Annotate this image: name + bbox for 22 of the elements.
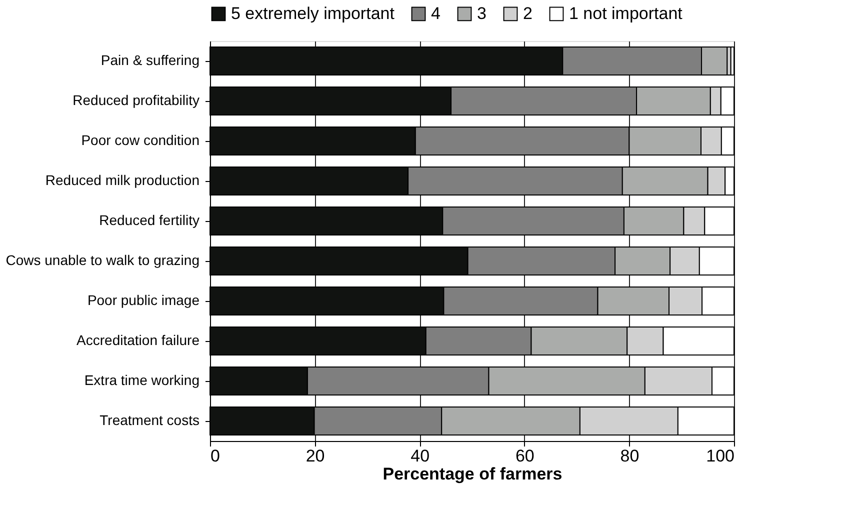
y-tick-label: Reduced milk production — [45, 172, 200, 188]
x-tick-label: 60 — [515, 446, 534, 466]
x-tick-label: 40 — [410, 446, 430, 466]
x-tick-label: 80 — [620, 446, 640, 466]
legend-label: 5 extremely important — [231, 4, 395, 23]
x-tick-label: 0 — [210, 446, 220, 466]
legend-label: 3 — [477, 4, 486, 23]
x-tick-label: 100 — [706, 446, 734, 466]
legend-label: 4 — [431, 4, 440, 23]
legend-label: 2 — [523, 4, 532, 23]
x-axis-title: Percentage of farmers — [382, 464, 562, 484]
y-tick-label: Pain & suffering — [100, 52, 200, 68]
y-tick-label: Poor cow condition — [81, 132, 200, 148]
y-tick-label: Poor public image — [87, 292, 200, 308]
y-tick-label: Reduced profitability — [72, 92, 200, 108]
y-tick-label: Treatment costs — [100, 412, 200, 428]
y-tick-label: Cows unable to walk to grazing — [6, 252, 200, 268]
y-tick-label: Extra time working — [84, 372, 200, 388]
legend-label: 1 not important — [569, 4, 683, 23]
y-tick-label: Reduced fertility — [99, 212, 200, 228]
y-tick-label: Accreditation failure — [76, 332, 200, 348]
x-tick-label: 20 — [306, 446, 325, 466]
